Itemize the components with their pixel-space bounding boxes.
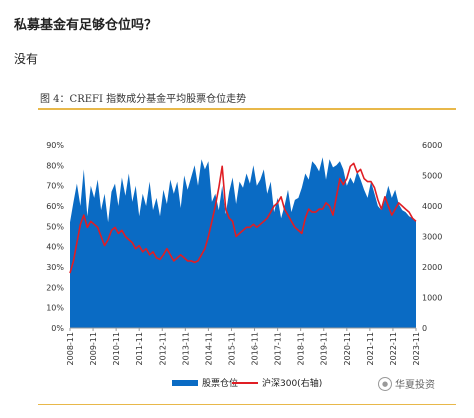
- y-left-tick-label: 90%: [46, 141, 64, 150]
- legend-area-label: 股票仓位: [202, 379, 239, 389]
- y-right-tick-label: 3000: [422, 233, 442, 242]
- x-tick-label: 2011-11: [135, 332, 144, 365]
- x-tick-label: 2018-11: [297, 332, 306, 365]
- x-tick-label: 2016-11: [251, 332, 260, 365]
- legend-item-line: 沪深300(右轴): [232, 376, 322, 389]
- y-left-tick-label: 80%: [46, 161, 64, 170]
- x-tick-label: 2022-11: [389, 332, 398, 365]
- y-left-tick-label: 10%: [46, 304, 64, 313]
- x-tick-label: 2020-11: [343, 332, 352, 365]
- x-tick-label: 2019-11: [320, 332, 329, 365]
- figure-bottom-rule: [38, 404, 456, 405]
- x-tick-label: 2017-11: [274, 332, 283, 365]
- x-tick-label: 2014-11: [204, 332, 213, 365]
- x-tick-label: 2009-11: [89, 332, 98, 365]
- legend-line-swatch: [232, 381, 258, 384]
- watermark-label: 华夏投资: [395, 380, 435, 391]
- y-left-tick-label: 0%: [51, 324, 64, 333]
- y-left-tick-label: 30%: [46, 263, 64, 272]
- line-series-csi300: [69, 162, 417, 274]
- x-tick-label: 2013-11: [181, 332, 190, 365]
- x-tick-label: 2008-11: [66, 332, 75, 365]
- y-right-tick-label: 2000: [422, 263, 442, 272]
- legend-line-label: 沪深300(右轴): [262, 379, 323, 389]
- y-left-tick-label: 50%: [46, 222, 64, 231]
- y-left-tick-label: 40%: [46, 243, 64, 252]
- watermark: ● 华夏投资: [378, 376, 435, 391]
- y-right-tick-label: 0: [422, 324, 427, 333]
- figure-title-rule: [38, 108, 456, 110]
- legend-area-swatch: [172, 379, 198, 386]
- answer-text: 没有: [14, 52, 39, 66]
- area-series-position: [70, 157, 416, 328]
- y-left-tick-label: 70%: [46, 182, 64, 191]
- y-right-tick-label: 1000: [422, 294, 442, 303]
- question-heading: 私募基金有足够仓位吗？: [14, 18, 158, 33]
- y-right-tick-label: 6000: [422, 141, 442, 150]
- y-right-tick-label: 4000: [422, 202, 442, 211]
- legend-item-area: 股票仓位: [172, 376, 238, 389]
- y-left-tick-label: 20%: [46, 283, 64, 292]
- x-tick-label: 2012-11: [158, 332, 167, 365]
- x-tick-label: 2021-11: [366, 332, 375, 365]
- x-tick-label: 2010-11: [112, 332, 121, 365]
- x-tick-label: 2015-11: [227, 332, 236, 365]
- y-left-tick-label: 60%: [46, 202, 64, 211]
- figure-title: 图 4：CREFI 指数成分基金平均股票仓位走势: [40, 94, 247, 105]
- x-tick-label: 2023-11: [412, 332, 421, 365]
- y-right-tick-label: 5000: [422, 172, 442, 181]
- wechat-icon: ●: [378, 376, 392, 391]
